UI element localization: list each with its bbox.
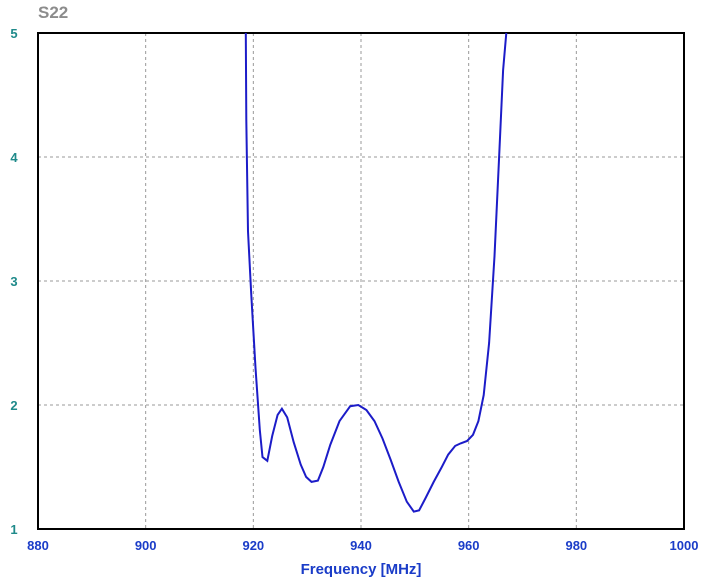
x-tick-label: 880 (27, 538, 49, 553)
y-tick-label: 3 (10, 274, 17, 289)
x-tick-label: 960 (458, 538, 480, 553)
tick-labels: 880 900 920 940 960 980 1000 1 2 3 4 5 (10, 26, 698, 553)
y-tick-label: 1 (10, 522, 17, 537)
chart-title: S22 (38, 3, 69, 22)
x-axis-title: Frequency [MHz] (301, 561, 422, 578)
grid-lines (38, 33, 684, 529)
x-tick-label: 900 (135, 538, 157, 553)
plot-frame (37, 32, 685, 530)
y-tick-label: 5 (10, 26, 17, 41)
x-tick-label: 920 (242, 538, 264, 553)
y-tick-label: 2 (10, 398, 17, 413)
y-tick-label: 4 (10, 150, 18, 165)
x-tick-label: 980 (565, 538, 587, 553)
s22-curve (244, 32, 508, 513)
x-tick-label: 940 (350, 538, 372, 553)
x-tick-label: 1000 (670, 538, 699, 553)
